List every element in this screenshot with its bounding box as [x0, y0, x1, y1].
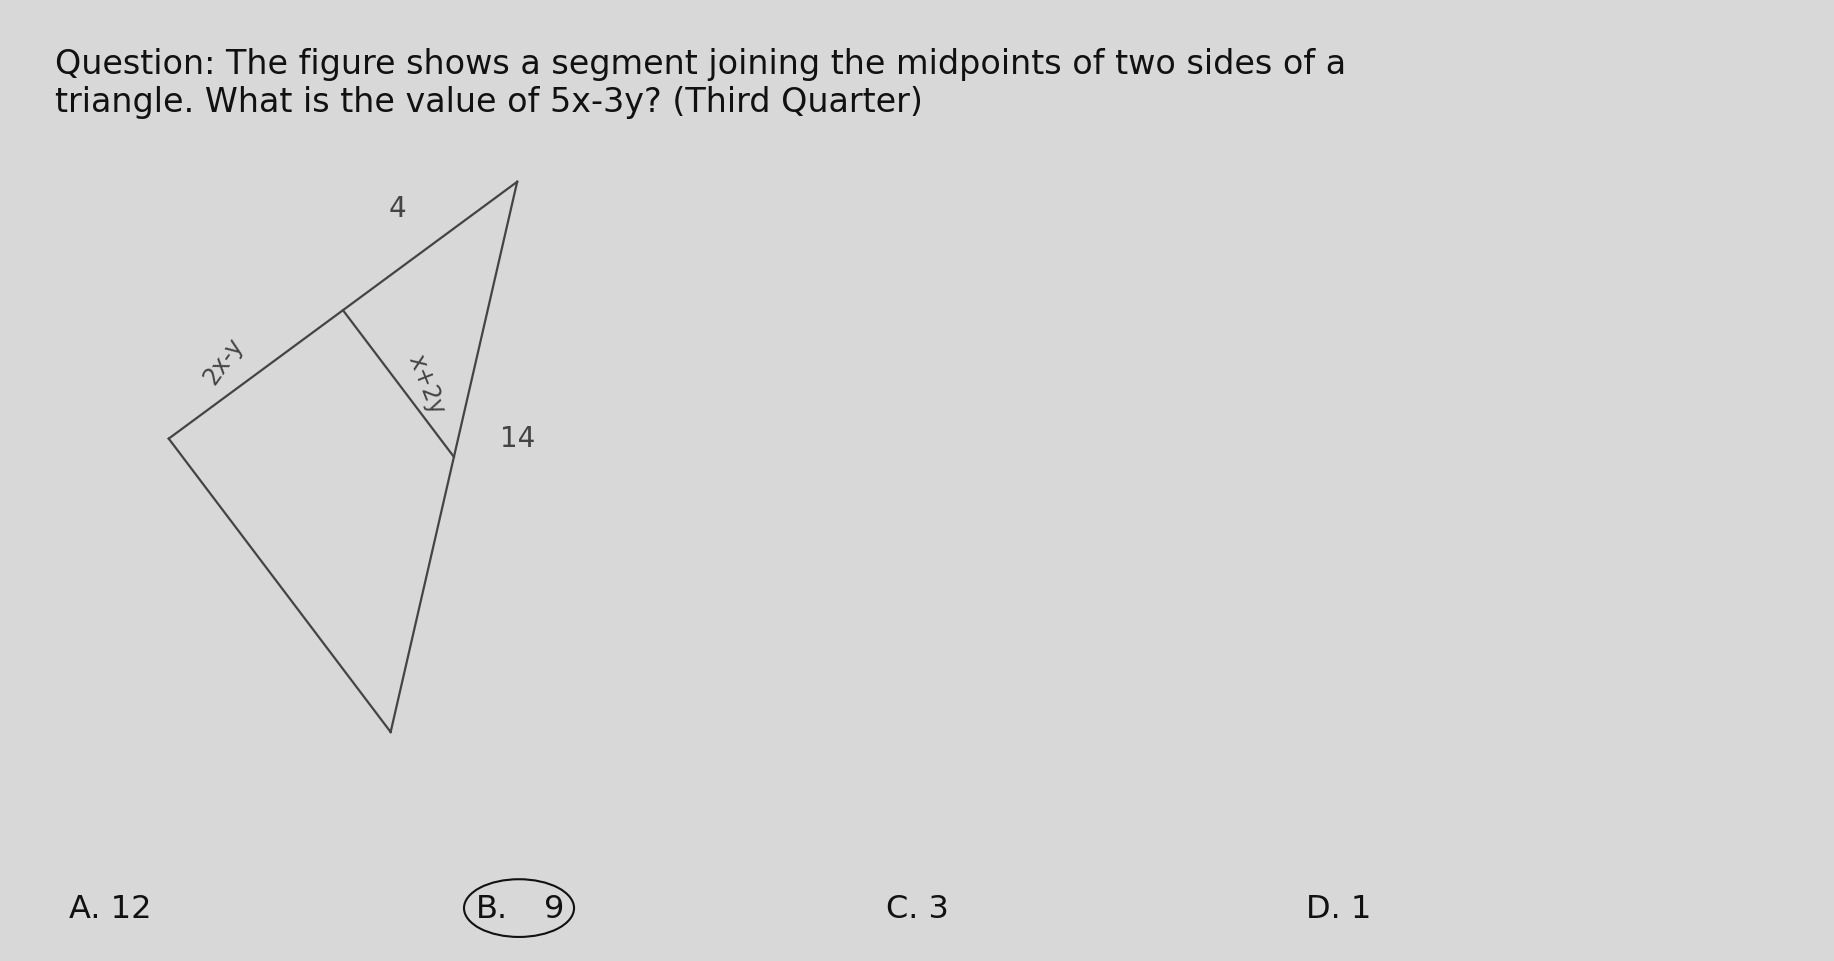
- Text: D. 1: D. 1: [1306, 893, 1372, 924]
- Text: 14: 14: [499, 424, 536, 453]
- Text: x+2y: x+2y: [403, 351, 449, 418]
- Text: A. 12: A. 12: [68, 893, 152, 924]
- Text: 2x-y: 2x-y: [198, 333, 248, 388]
- Text: B.: B.: [475, 893, 508, 924]
- Text: 9: 9: [543, 893, 565, 924]
- Text: C. 3: C. 3: [886, 893, 948, 924]
- Text: Question: The figure shows a segment joining the midpoints of two sides of a
tri: Question: The figure shows a segment joi…: [55, 48, 1346, 119]
- Text: 4: 4: [389, 195, 405, 223]
